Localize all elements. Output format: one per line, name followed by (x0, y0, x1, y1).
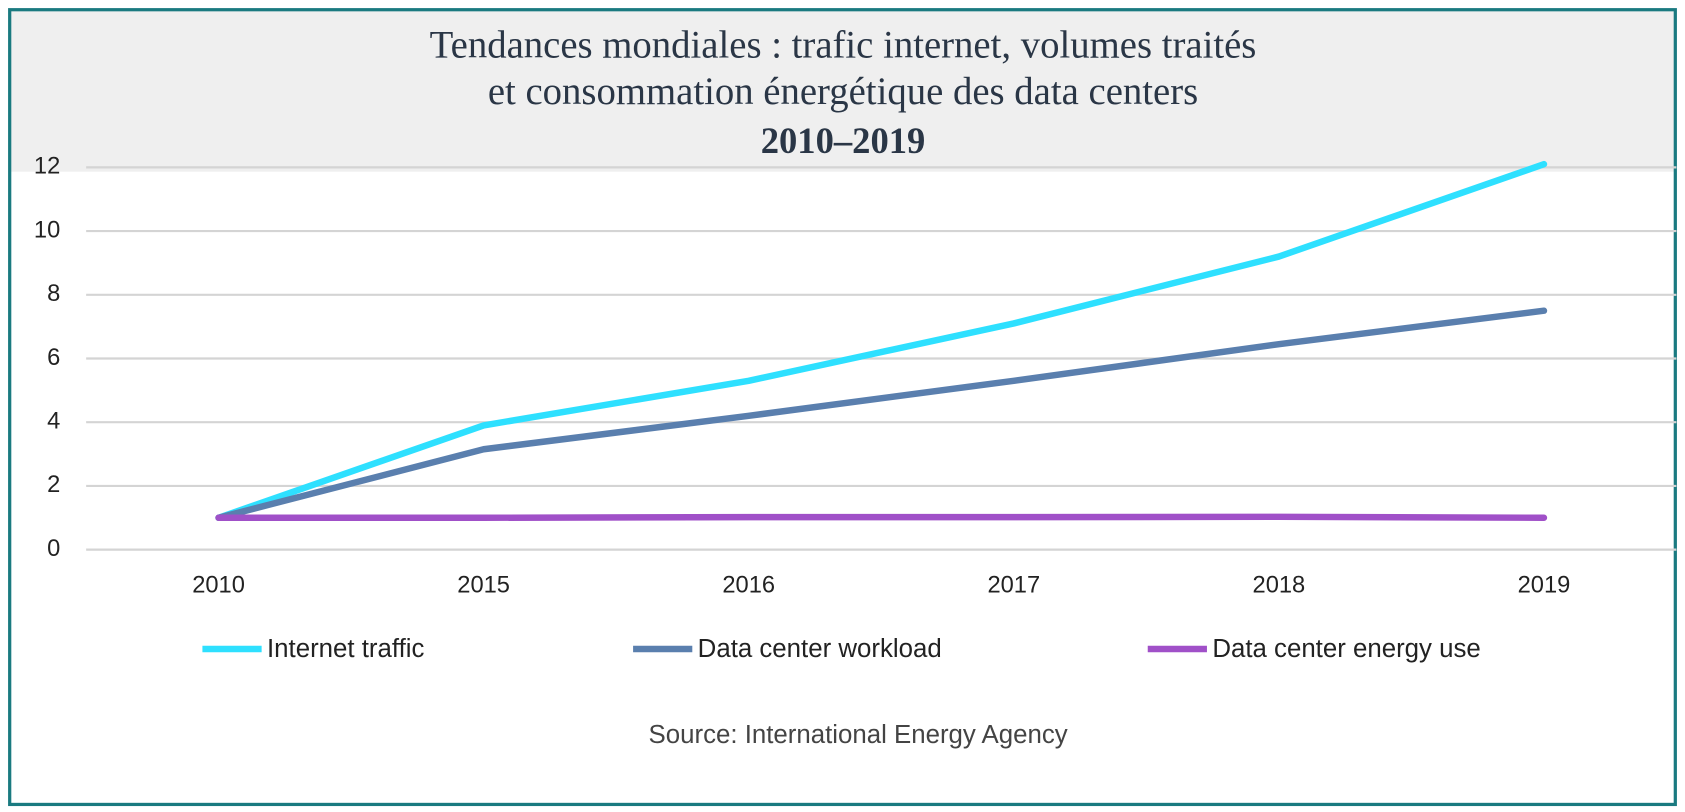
chart-title: et consommation énergétique des data cen… (488, 70, 1198, 113)
legend-label: Data center energy use (1212, 635, 1480, 663)
legend-label: Data center workload (698, 635, 942, 663)
header-band (9, 9, 1676, 172)
x-tick-label: 2015 (457, 573, 510, 599)
legend-label: Internet traffic (267, 635, 424, 663)
series-line (215, 513, 1548, 521)
source-note: Source: International Energy Agency (649, 721, 1068, 749)
x-tick-label: 2019 (1518, 573, 1571, 599)
y-tick-label: 10 (34, 217, 60, 243)
x-tick-label: 2010 (192, 573, 245, 599)
y-tick-label: 12 (34, 154, 60, 180)
series-line (215, 307, 1548, 521)
x-tick-label: 2016 (722, 573, 775, 599)
frame (8, 8, 1677, 807)
series-line (215, 160, 1548, 521)
y-tick-label: 4 (47, 408, 60, 434)
y-tick-label: 2 (47, 472, 60, 498)
y-tick-label: 0 (47, 536, 60, 562)
y-tick-label: 8 (47, 281, 60, 307)
y-tick-label: 6 (47, 345, 60, 371)
chart-title: Tendances mondiales : trafic internet, v… (430, 23, 1257, 66)
x-tick-label: 2018 (1253, 573, 1306, 599)
chart-subtitle: 2010–2019 (761, 120, 926, 161)
x-tick-label: 2017 (987, 573, 1040, 599)
